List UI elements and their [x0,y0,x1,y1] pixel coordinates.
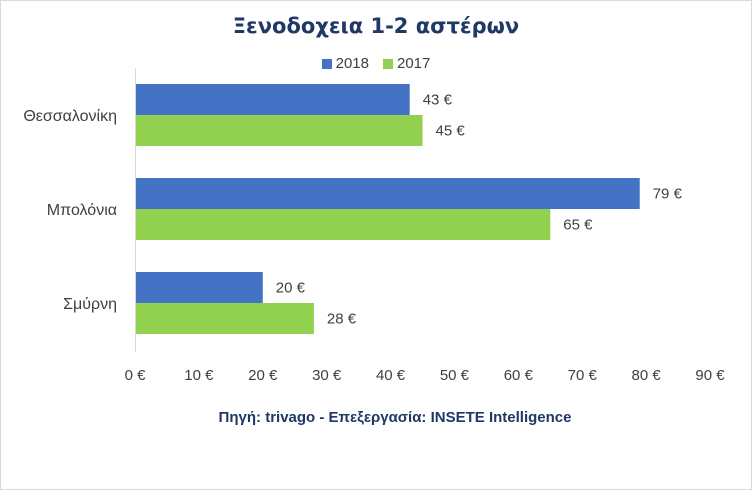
data-label-2017-1: 65 € [563,217,593,234]
legend-label-2018: 2018 [335,55,369,72]
data-label-2018-2: 20 € [276,280,306,297]
bar-2017-0 [136,115,423,146]
category-label-2: Σμύρνη [63,296,117,313]
x-tick-label-7: 70 € [568,367,598,384]
x-tick-label-5: 50 € [440,367,470,384]
data-label-2017-0: 45 € [436,123,466,140]
x-tick-label-0: 0 € [125,367,147,384]
category-label-1: Μπολόνια [47,202,117,219]
x-tick-label-3: 30 € [312,367,342,384]
bar-2017-1 [136,209,551,240]
source-note: Πηγή: trivago - Επεξεργασία: INSETE Inte… [218,409,572,426]
legend-label-2017: 2017 [397,55,431,72]
x-tick-label-1: 10 € [184,367,214,384]
x-tick-label-2: 20 € [248,367,278,384]
category-label-0: Θεσσαλονίκη [23,108,117,125]
x-tick-label-4: 40 € [376,367,406,384]
legend-swatch-2018 [321,58,332,69]
legend-entry-2017: 2017 [383,55,430,72]
chart-title: Ξενοδοχεια 1-2 αστέρων [232,14,520,38]
data-label-2017-2: 28 € [327,311,357,328]
x-tick-label-6: 60 € [504,367,534,384]
x-tick-label-8: 80 € [632,367,662,384]
data-label-2018-1: 79 € [653,186,683,203]
data-label-2018-0: 43 € [423,92,453,109]
legend-swatch-2017 [383,58,393,69]
x-tick-label-9: 90 € [695,367,725,384]
legend-entry-2018: 2018 [321,55,369,72]
chart-legend: 2018 2017 [0,55,752,72]
bar-2017-2 [136,303,314,334]
bar-2018-1 [136,178,640,209]
bar-2018-0 [136,84,410,115]
bar-2018-2 [136,272,263,303]
